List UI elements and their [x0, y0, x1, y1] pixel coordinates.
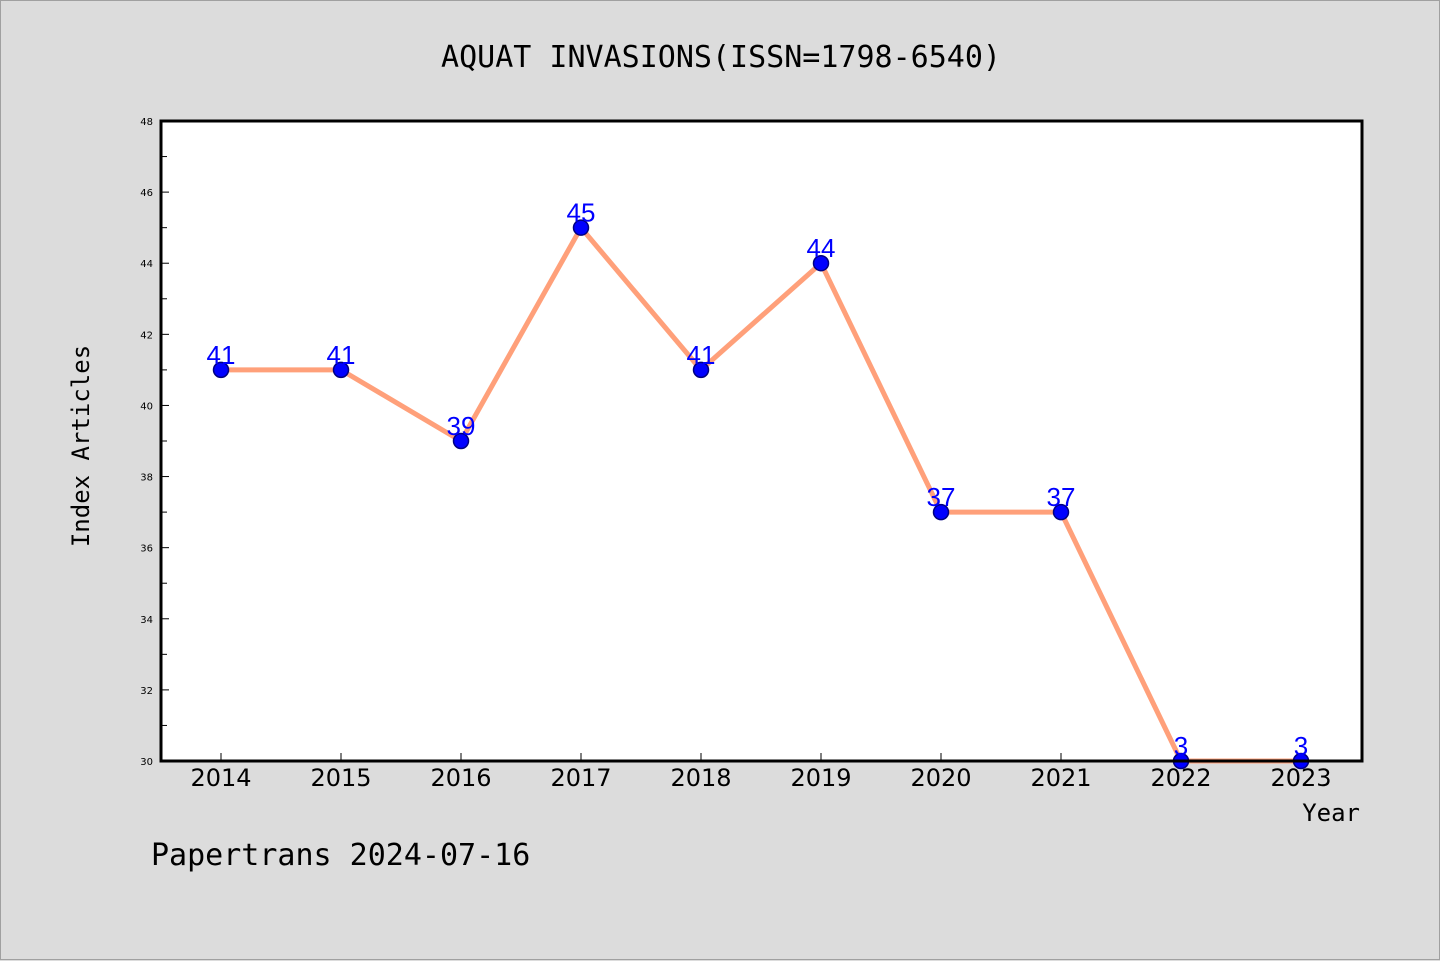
- data-point: [452, 432, 470, 450]
- x-tick-label: 2018: [670, 764, 731, 792]
- data-label: 41: [687, 340, 716, 370]
- x-tick-label: 2017: [550, 764, 611, 792]
- data-point: [572, 219, 590, 236]
- y-axis-ticks: 30 32 34 36 38 40 42 44 46 48: [140, 117, 169, 768]
- x-tick-label: 2020: [910, 764, 971, 792]
- y-tick-label: 34: [140, 615, 153, 626]
- data-label: 39: [447, 411, 476, 441]
- data-point: [1052, 503, 1070, 521]
- y-tick-label: 44: [140, 259, 153, 270]
- y-tick-label: 42: [140, 330, 153, 341]
- data-label: 45: [567, 198, 596, 228]
- y-tick-label: 36: [140, 544, 153, 555]
- data-point: [692, 361, 710, 379]
- data-label: 41: [207, 340, 236, 370]
- data-point: [332, 361, 350, 379]
- y-tick-label: 40: [140, 401, 153, 412]
- plot-area: [161, 121, 1362, 761]
- x-tick-label: 2021: [1030, 764, 1091, 792]
- data-point: [932, 503, 950, 521]
- data-label: 37: [1047, 482, 1076, 512]
- footer-text: Papertrans 2024-07-16: [151, 838, 530, 873]
- data-label: 41: [327, 340, 356, 370]
- data-label: 3: [1174, 731, 1188, 761]
- data-point: [812, 254, 830, 272]
- x-tick-label: 2015: [310, 764, 371, 792]
- y-tick-label: 48: [140, 117, 153, 128]
- x-tick-label: 2016: [430, 764, 491, 792]
- data-label: 37: [927, 482, 956, 512]
- y-tick-label: 46: [140, 188, 153, 199]
- data-labels: 41 41 39 45 41 44 37 37 3 3: [207, 198, 1309, 761]
- data-label: 44: [807, 233, 836, 263]
- data-label: 3: [1294, 731, 1308, 761]
- chart-title: AQUAT INVASIONS(ISSN=1798-6540): [441, 40, 1001, 75]
- y-tick-label: 32: [140, 686, 153, 697]
- plot-border: [159, 119, 1364, 763]
- data-point: [212, 361, 230, 379]
- y-axis-label: Index Articles: [67, 345, 95, 547]
- x-tick-label: 2019: [790, 764, 851, 792]
- y-tick-label: 38: [140, 473, 153, 484]
- y-tick-label: 30: [140, 757, 153, 768]
- x-tick-label: 2014: [190, 764, 251, 792]
- series-line: [221, 225, 1301, 764]
- x-axis-ticks: 2014 2015 2016 2017 2018 2019 2020 2021 2022 2023: [190, 753, 1332, 792]
- x-axis-label: Year: [1302, 799, 1360, 827]
